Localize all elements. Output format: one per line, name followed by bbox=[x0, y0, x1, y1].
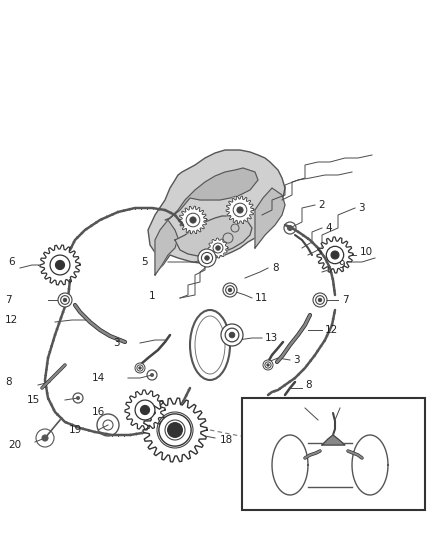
Circle shape bbox=[331, 251, 339, 259]
Polygon shape bbox=[155, 220, 178, 275]
Polygon shape bbox=[322, 435, 345, 445]
Circle shape bbox=[229, 332, 235, 338]
Text: 9: 9 bbox=[338, 260, 345, 270]
Bar bbox=[242, 398, 425, 510]
Text: 3: 3 bbox=[302, 400, 308, 410]
Circle shape bbox=[198, 249, 216, 267]
Circle shape bbox=[318, 298, 322, 302]
Text: 20: 20 bbox=[8, 440, 21, 450]
Text: 16: 16 bbox=[92, 407, 105, 417]
Circle shape bbox=[190, 217, 196, 223]
Circle shape bbox=[186, 213, 200, 227]
Circle shape bbox=[42, 435, 48, 441]
Text: 4: 4 bbox=[325, 223, 332, 233]
Polygon shape bbox=[255, 188, 285, 248]
Polygon shape bbox=[165, 168, 258, 220]
Text: 19: 19 bbox=[69, 425, 82, 435]
Text: 11: 11 bbox=[255, 293, 268, 303]
Text: 3: 3 bbox=[113, 338, 120, 348]
Polygon shape bbox=[125, 390, 165, 430]
Circle shape bbox=[135, 363, 145, 373]
Text: 15: 15 bbox=[27, 395, 40, 405]
Text: 2: 2 bbox=[318, 200, 325, 210]
Text: 3: 3 bbox=[293, 355, 300, 365]
Circle shape bbox=[139, 367, 141, 369]
Text: 12: 12 bbox=[5, 315, 18, 325]
Circle shape bbox=[267, 364, 269, 366]
Polygon shape bbox=[148, 150, 285, 275]
Circle shape bbox=[213, 243, 223, 253]
Circle shape bbox=[233, 203, 247, 217]
Text: 7: 7 bbox=[342, 295, 349, 305]
Circle shape bbox=[228, 288, 232, 292]
Circle shape bbox=[168, 423, 182, 437]
Text: 8: 8 bbox=[272, 263, 279, 273]
Text: 6: 6 bbox=[8, 257, 14, 267]
Polygon shape bbox=[40, 245, 80, 285]
Circle shape bbox=[141, 406, 149, 415]
Text: 8: 8 bbox=[5, 377, 12, 387]
Circle shape bbox=[221, 324, 243, 346]
Polygon shape bbox=[143, 398, 207, 462]
Circle shape bbox=[50, 255, 70, 275]
Text: 7: 7 bbox=[5, 295, 12, 305]
Circle shape bbox=[58, 293, 72, 307]
Circle shape bbox=[159, 414, 191, 446]
Polygon shape bbox=[317, 237, 353, 273]
Text: 14: 14 bbox=[92, 373, 105, 383]
Polygon shape bbox=[175, 216, 252, 256]
Circle shape bbox=[150, 373, 154, 377]
Circle shape bbox=[263, 360, 273, 370]
Circle shape bbox=[287, 225, 293, 230]
Circle shape bbox=[313, 293, 327, 307]
Text: 10: 10 bbox=[360, 247, 373, 257]
Circle shape bbox=[223, 283, 237, 297]
Circle shape bbox=[326, 246, 344, 264]
Text: 5: 5 bbox=[141, 257, 148, 267]
Polygon shape bbox=[208, 238, 228, 258]
Text: 12: 12 bbox=[325, 325, 338, 335]
Text: 1: 1 bbox=[148, 291, 155, 301]
Text: 18: 18 bbox=[220, 435, 233, 445]
Circle shape bbox=[205, 256, 209, 260]
Text: 8: 8 bbox=[305, 380, 311, 390]
Circle shape bbox=[63, 298, 67, 302]
Polygon shape bbox=[179, 206, 207, 234]
Circle shape bbox=[216, 246, 220, 250]
Text: 17: 17 bbox=[325, 447, 338, 457]
Text: 13: 13 bbox=[265, 333, 278, 343]
Polygon shape bbox=[226, 196, 254, 224]
Text: 1: 1 bbox=[337, 400, 343, 410]
Circle shape bbox=[76, 396, 80, 400]
Text: 3: 3 bbox=[358, 203, 364, 213]
Circle shape bbox=[135, 400, 155, 420]
Circle shape bbox=[237, 207, 243, 213]
Circle shape bbox=[56, 261, 64, 270]
